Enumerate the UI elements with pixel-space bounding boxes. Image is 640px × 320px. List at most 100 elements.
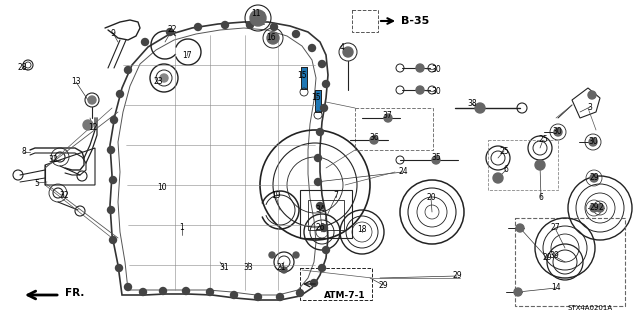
Circle shape bbox=[416, 64, 424, 72]
Text: 30: 30 bbox=[431, 66, 441, 75]
Circle shape bbox=[293, 252, 299, 258]
Circle shape bbox=[516, 224, 524, 232]
Circle shape bbox=[475, 103, 485, 113]
Circle shape bbox=[514, 288, 522, 296]
Text: B-35: B-35 bbox=[401, 16, 429, 26]
Circle shape bbox=[230, 292, 237, 299]
Text: STX4A0201A: STX4A0201A bbox=[568, 305, 612, 311]
Text: 29: 29 bbox=[589, 204, 599, 212]
Circle shape bbox=[109, 236, 116, 244]
Circle shape bbox=[317, 203, 323, 210]
Circle shape bbox=[296, 290, 303, 297]
Text: 5: 5 bbox=[35, 179, 40, 188]
Bar bbox=[300, 268, 372, 300]
Circle shape bbox=[276, 293, 284, 300]
Text: 6: 6 bbox=[504, 165, 508, 174]
Text: 35: 35 bbox=[431, 154, 441, 163]
Text: 18: 18 bbox=[357, 225, 367, 234]
Text: 15: 15 bbox=[311, 93, 321, 102]
Text: 37: 37 bbox=[382, 111, 392, 121]
Circle shape bbox=[207, 289, 214, 295]
Circle shape bbox=[125, 67, 131, 74]
Text: 34: 34 bbox=[315, 205, 325, 214]
Circle shape bbox=[292, 30, 300, 37]
Text: 32: 32 bbox=[59, 190, 69, 199]
Text: 17: 17 bbox=[182, 52, 192, 60]
Circle shape bbox=[267, 32, 279, 44]
Circle shape bbox=[141, 38, 148, 45]
Text: 8: 8 bbox=[22, 148, 26, 156]
Text: 23: 23 bbox=[153, 76, 163, 85]
Text: 30: 30 bbox=[588, 138, 598, 147]
Text: 4: 4 bbox=[340, 44, 344, 52]
Text: 39: 39 bbox=[549, 252, 559, 260]
Circle shape bbox=[246, 21, 253, 28]
Circle shape bbox=[160, 74, 168, 82]
Circle shape bbox=[140, 289, 147, 295]
Circle shape bbox=[269, 252, 275, 258]
Circle shape bbox=[308, 44, 316, 52]
Bar bbox=[308, 200, 344, 230]
Bar bbox=[488, 140, 558, 190]
Circle shape bbox=[159, 287, 166, 294]
Circle shape bbox=[310, 279, 317, 286]
Circle shape bbox=[108, 206, 115, 213]
Circle shape bbox=[250, 10, 266, 26]
Circle shape bbox=[166, 28, 173, 36]
Text: 15: 15 bbox=[297, 71, 307, 81]
Text: 6: 6 bbox=[539, 194, 543, 203]
Text: 30: 30 bbox=[431, 87, 441, 97]
Circle shape bbox=[493, 173, 503, 183]
Text: 11: 11 bbox=[252, 10, 260, 19]
Circle shape bbox=[554, 128, 562, 136]
Text: 14: 14 bbox=[551, 284, 561, 292]
Text: 29: 29 bbox=[542, 253, 552, 262]
Text: 25: 25 bbox=[538, 135, 548, 145]
Text: 9: 9 bbox=[111, 28, 115, 37]
Circle shape bbox=[319, 60, 326, 68]
Bar bbox=[515, 218, 625, 306]
Circle shape bbox=[589, 138, 597, 146]
Text: 10: 10 bbox=[157, 183, 167, 193]
Bar bbox=[301, 67, 307, 89]
Text: 29: 29 bbox=[378, 281, 388, 290]
Circle shape bbox=[195, 23, 202, 30]
Text: 28: 28 bbox=[17, 63, 27, 73]
Circle shape bbox=[323, 81, 330, 87]
Text: 16: 16 bbox=[266, 34, 276, 43]
Circle shape bbox=[588, 91, 596, 99]
Text: 29: 29 bbox=[589, 173, 599, 182]
Text: 21: 21 bbox=[276, 263, 285, 273]
Text: 12: 12 bbox=[88, 123, 98, 132]
Text: 13: 13 bbox=[71, 77, 81, 86]
Text: 25: 25 bbox=[499, 147, 509, 156]
Circle shape bbox=[83, 120, 93, 130]
Circle shape bbox=[314, 155, 321, 162]
Circle shape bbox=[314, 179, 321, 186]
Text: 38: 38 bbox=[467, 100, 477, 108]
Bar bbox=[315, 90, 321, 112]
Bar bbox=[315, 90, 321, 112]
Circle shape bbox=[370, 136, 378, 144]
Text: 32: 32 bbox=[48, 156, 58, 164]
Circle shape bbox=[108, 147, 115, 154]
Circle shape bbox=[109, 177, 116, 183]
Text: 26: 26 bbox=[315, 223, 325, 233]
Circle shape bbox=[432, 156, 440, 164]
Bar bbox=[301, 67, 307, 89]
Circle shape bbox=[319, 265, 326, 271]
Text: 22: 22 bbox=[167, 26, 177, 35]
Circle shape bbox=[115, 265, 122, 271]
Circle shape bbox=[343, 47, 353, 57]
Text: 29: 29 bbox=[452, 271, 462, 281]
Circle shape bbox=[590, 174, 598, 182]
Circle shape bbox=[111, 116, 118, 124]
Circle shape bbox=[255, 293, 262, 300]
Text: 33: 33 bbox=[243, 262, 253, 271]
Bar bbox=[355, 108, 433, 150]
Text: 24: 24 bbox=[398, 167, 408, 177]
Text: 3: 3 bbox=[588, 102, 593, 111]
Circle shape bbox=[321, 225, 328, 231]
Text: 2: 2 bbox=[598, 204, 604, 212]
Text: 19: 19 bbox=[271, 191, 281, 201]
